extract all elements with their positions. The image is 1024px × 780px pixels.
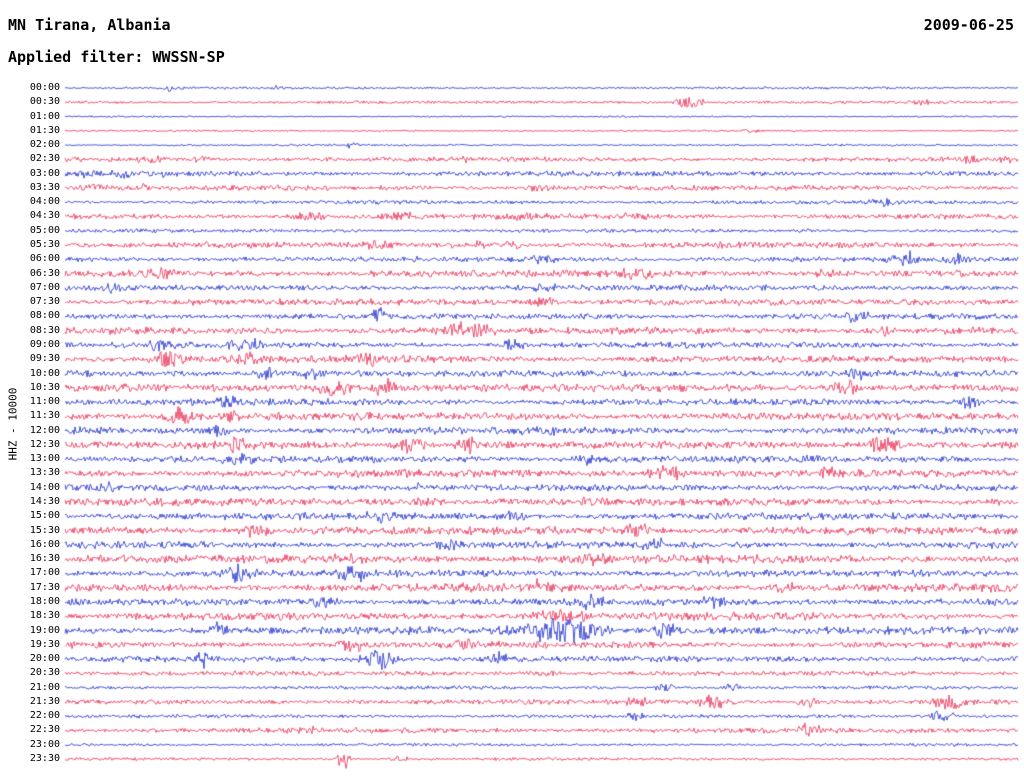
seismogram-traces-canvas	[0, 0, 1024, 780]
